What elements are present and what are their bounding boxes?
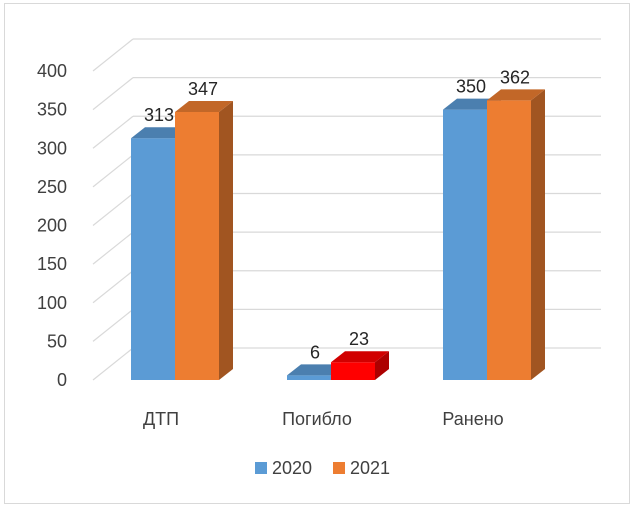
bar-top — [175, 100, 233, 112]
y-tick-label: 250 — [37, 177, 67, 197]
bar-2020-ДТП — [131, 138, 175, 380]
data-label: 23 — [349, 329, 369, 349]
gridline-diagonal — [92, 154, 134, 188]
bar-side — [375, 351, 389, 380]
gridline-diagonal — [92, 115, 134, 149]
bar-top — [287, 364, 345, 376]
gridline-diagonal — [92, 77, 134, 111]
bar-top — [331, 351, 389, 363]
y-tick-label: 300 — [37, 138, 67, 158]
legend-label-2021: 2021 — [350, 458, 390, 478]
bar-2020-Погибло — [287, 375, 331, 380]
bar-2020-Ранено — [443, 109, 487, 380]
gridline-diagonal — [92, 270, 134, 304]
bar-2021-Погибло — [331, 362, 375, 380]
gridline-diagonal — [92, 38, 134, 72]
legend-label-2020: 2020 — [272, 458, 312, 478]
y-tick-label: 400 — [37, 61, 67, 81]
y-tick-label: 150 — [37, 254, 67, 274]
y-tick-label: 200 — [37, 216, 67, 236]
data-label: 362 — [500, 67, 530, 87]
bar-top — [443, 98, 501, 110]
y-tick-label: 100 — [37, 293, 67, 313]
bar-2021-Ранено — [487, 100, 531, 380]
gridline-diagonal — [92, 193, 134, 226]
chart-area: 0 50 100 150 200 250 300 350 400 313 347 ДТП 6 23 Поги… — [4, 3, 630, 504]
y-tick-label: 0 — [57, 370, 67, 390]
bar-side — [219, 100, 233, 380]
y-tick-label: 50 — [47, 331, 67, 351]
legend-swatch-2021 — [333, 462, 345, 474]
data-label: 347 — [188, 79, 218, 99]
gridline-diagonal — [92, 347, 134, 381]
bar-side — [531, 89, 545, 380]
x-category-label: Ранено — [442, 409, 503, 429]
gridline-diagonal — [92, 231, 134, 265]
x-category-label: ДТП — [143, 409, 179, 429]
legend-swatch-2020 — [255, 462, 267, 474]
data-label: 350 — [456, 77, 486, 97]
gridline-diagonal — [92, 308, 134, 342]
bar-top — [487, 89, 545, 101]
y-tick-label: 350 — [37, 100, 67, 120]
x-category-label: Погибло — [282, 409, 352, 429]
bar-chart: 0 50 100 150 200 250 300 350 400 313 347 ДТП 6 23 Поги… — [37, 38, 601, 478]
data-label: 313 — [144, 105, 174, 125]
data-label: 6 — [310, 342, 320, 362]
bar-top — [131, 127, 189, 139]
bar-2021-ДТП — [175, 111, 219, 380]
